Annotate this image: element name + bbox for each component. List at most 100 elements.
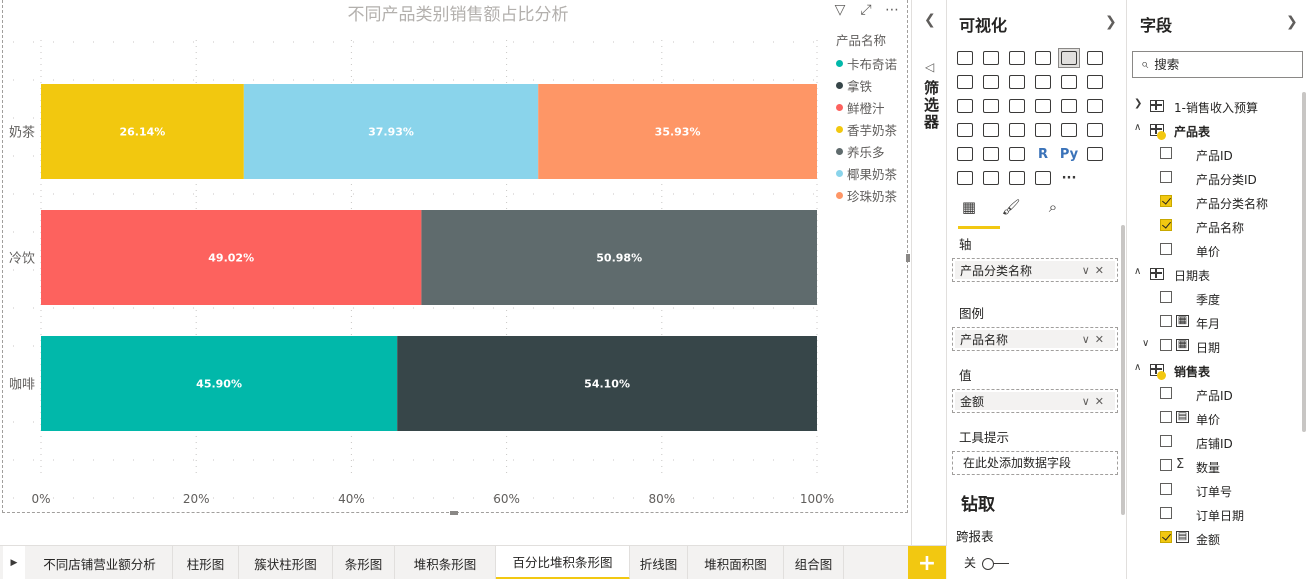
- field-checkbox[interactable]: [1160, 315, 1172, 327]
- field-row[interactable]: 店铺ID: [1128, 430, 1304, 454]
- value-field-pill[interactable]: 金额 ∨✕: [955, 392, 1115, 410]
- field-checkbox[interactable]: [1160, 243, 1172, 255]
- cross-report-toggle-row[interactable]: 关: [964, 554, 1010, 571]
- legend-well[interactable]: 产品名称 ∨✕: [952, 327, 1118, 351]
- 100-stacked-bar-icon[interactable]: [1058, 48, 1080, 68]
- field-row[interactable]: 订单号: [1128, 478, 1304, 502]
- bar-segment[interactable]: [41, 336, 398, 431]
- legend-item[interactable]: 椰果奶茶: [836, 162, 916, 184]
- legend-item[interactable]: 鲜橙汁: [836, 96, 916, 118]
- field-row[interactable]: ▤ 金额: [1128, 526, 1304, 550]
- pill-controls[interactable]: ∨✕: [1081, 394, 1109, 408]
- qa-icon[interactable]: [980, 168, 1002, 188]
- filter-icon[interactable]: ▽: [834, 2, 846, 18]
- field-table-row[interactable]: ∧ 产品表: [1128, 118, 1304, 142]
- field-row[interactable]: ▦ 年月: [1128, 310, 1304, 334]
- line-stacked-column-icon[interactable]: [1058, 72, 1080, 92]
- fields-tab-icon[interactable]: ▦: [961, 198, 977, 216]
- decomposition-tree-icon[interactable]: [954, 168, 976, 188]
- page-tab[interactable]: 堆积面积图: [688, 546, 784, 579]
- field-checkbox[interactable]: [1160, 291, 1172, 303]
- pill-controls[interactable]: ∨✕: [1081, 332, 1109, 346]
- field-checkbox[interactable]: [1160, 387, 1172, 399]
- fields-pane-scrollbar[interactable]: [1302, 92, 1306, 432]
- pill-controls[interactable]: ∨✕: [1081, 263, 1109, 277]
- multi-row-card-icon[interactable]: [1058, 120, 1080, 140]
- scatter-icon[interactable]: [1006, 96, 1028, 116]
- viz-pane-scrollbar[interactable]: [1121, 225, 1125, 515]
- field-checkbox[interactable]: [1160, 219, 1172, 231]
- line-chart-icon[interactable]: [954, 72, 976, 92]
- field-checkbox[interactable]: [1160, 435, 1172, 447]
- waterfall-icon[interactable]: [954, 96, 976, 116]
- bar-segment[interactable]: [243, 84, 539, 179]
- chart-visual-container[interactable]: 26.14% 37.93% 35.93% 奶茶 49.02% 50.98% 冷饮 45.90%…: [2, 0, 908, 513]
- field-row[interactable]: 产品名称: [1128, 214, 1304, 238]
- chevron-down-icon[interactable]: ∨: [1142, 338, 1150, 349]
- legend-field-pill[interactable]: 产品名称 ∨✕: [955, 330, 1115, 348]
- field-checkbox[interactable]: [1160, 411, 1172, 423]
- bar-segment[interactable]: [41, 210, 422, 305]
- bar-segment[interactable]: [41, 84, 244, 179]
- field-checkbox[interactable]: [1160, 507, 1172, 519]
- ribbon-chart-icon[interactable]: [1084, 72, 1106, 92]
- treemap-icon[interactable]: [1084, 96, 1106, 116]
- matrix-icon[interactable]: [1006, 144, 1028, 164]
- field-checkbox[interactable]: [1160, 171, 1172, 183]
- donut-chart-icon[interactable]: [1058, 96, 1080, 116]
- clustered-bar-icon[interactable]: [1006, 48, 1028, 68]
- card-icon[interactable]: [1032, 120, 1054, 140]
- filters-pane-collapsed[interactable]: ❮ ◁ 筛选器: [913, 0, 947, 579]
- axis-well[interactable]: 产品分类名称 ∨✕: [952, 258, 1118, 282]
- field-row[interactable]: Σ 数量: [1128, 454, 1304, 478]
- page-tab[interactable]: 组合图: [784, 546, 844, 579]
- page-tab[interactable]: 条形图: [333, 546, 395, 579]
- field-checkbox[interactable]: [1160, 531, 1172, 543]
- arcgis-map-icon[interactable]: [1006, 168, 1028, 188]
- field-checkbox[interactable]: [1160, 339, 1172, 351]
- resize-handle-bottom[interactable]: [450, 511, 458, 515]
- gauge-icon[interactable]: [1006, 120, 1028, 140]
- field-row[interactable]: 订单日期: [1128, 502, 1304, 526]
- funnel-icon[interactable]: [980, 96, 1002, 116]
- kpi-icon[interactable]: [1084, 120, 1106, 140]
- page-tab[interactable]: 百分比堆积条形图: [496, 546, 630, 579]
- more-visuals-icon[interactable]: ···: [1058, 168, 1080, 188]
- chevron-right-icon[interactable]: ❯: [1105, 14, 1117, 30]
- field-row[interactable]: ▤ 单价: [1128, 406, 1304, 430]
- chevron-up-icon[interactable]: ∧: [1134, 122, 1142, 133]
- resize-handle-right[interactable]: [906, 254, 910, 262]
- format-paintbrush-icon[interactable]: 🖌: [1001, 198, 1021, 216]
- field-checkbox[interactable]: [1160, 483, 1172, 495]
- report-canvas[interactable]: 26.14% 37.93% 35.93% 奶茶 49.02% 50.98% 冷饮 45.90%…: [0, 0, 912, 545]
- toggle-switch[interactable]: [982, 557, 1010, 570]
- focus-mode-icon[interactable]: ⤢: [860, 2, 872, 18]
- field-row[interactable]: ∨ ▦ 日期: [1128, 334, 1304, 358]
- pie-chart-icon[interactable]: [1032, 96, 1054, 116]
- field-row[interactable]: 产品ID: [1128, 142, 1304, 166]
- legend-item[interactable]: 养乐多: [836, 140, 916, 162]
- page-tab[interactable]: 堆积条形图: [395, 546, 496, 579]
- field-row[interactable]: 产品分类ID: [1128, 166, 1304, 190]
- field-checkbox[interactable]: [1160, 147, 1172, 159]
- field-row[interactable]: 产品分类名称: [1128, 190, 1304, 214]
- legend-item[interactable]: 拿铁: [836, 74, 916, 96]
- tooltip-well[interactable]: 在此处添加数据字段: [952, 451, 1118, 475]
- clustered-column-icon[interactable]: [1032, 48, 1054, 68]
- filters-pane-label[interactable]: 筛选器: [922, 80, 940, 131]
- line-clustered-column-icon[interactable]: [1032, 72, 1054, 92]
- legend-item[interactable]: 香芋奶茶: [836, 118, 916, 140]
- stacked-bar-icon[interactable]: [954, 48, 976, 68]
- page-tab[interactable]: 不同店铺营业额分析: [27, 546, 173, 579]
- field-checkbox[interactable]: [1160, 195, 1172, 207]
- 100-stacked-column-icon[interactable]: [1084, 48, 1106, 68]
- chevron-right-icon[interactable]: ❯: [1134, 98, 1143, 109]
- table-icon[interactable]: [980, 144, 1002, 164]
- field-checkbox[interactable]: [1160, 459, 1172, 471]
- chevron-up-icon[interactable]: ∧: [1134, 266, 1142, 277]
- stacked-area-icon[interactable]: [1006, 72, 1028, 92]
- page-tab[interactable]: 柱形图: [173, 546, 239, 579]
- bar-segment[interactable]: [421, 210, 817, 305]
- python-visual-icon[interactable]: Py: [1058, 144, 1080, 164]
- bar-segment[interactable]: [397, 336, 817, 431]
